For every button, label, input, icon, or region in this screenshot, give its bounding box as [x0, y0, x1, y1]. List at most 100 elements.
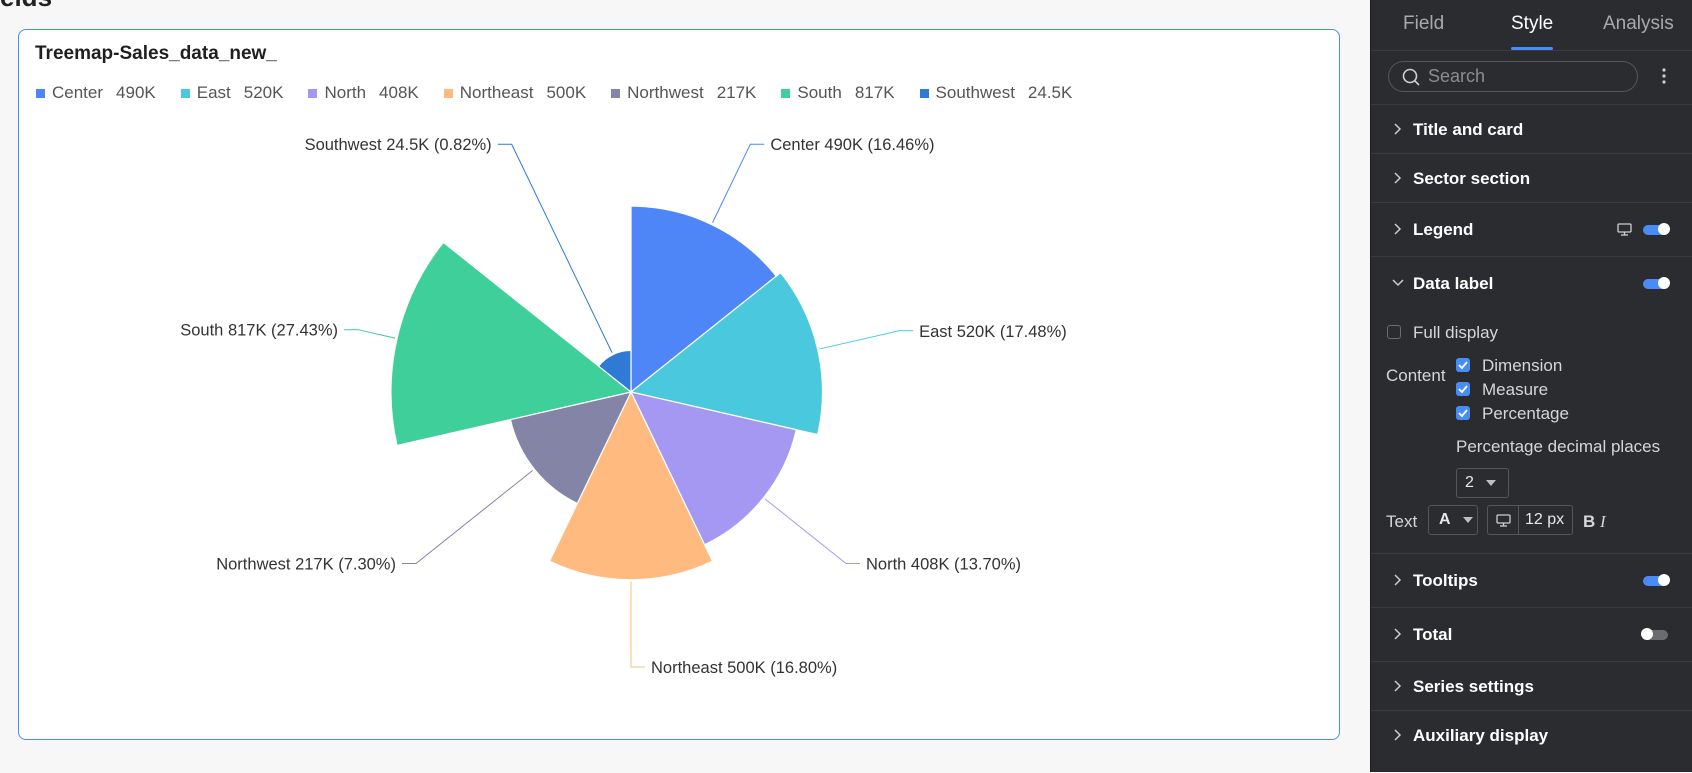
section-header-data-label[interactable]: Data label — [1371, 269, 1692, 299]
data-label-southwest: Southwest 24.5K (0.82%) — [305, 136, 492, 154]
legend-swatch — [180, 88, 190, 98]
checkmark-icon — [1458, 361, 1468, 370]
font-size-device[interactable] — [1488, 506, 1519, 534]
chevron-right-icon — [1394, 729, 1402, 741]
font-color-select[interactable]: A — [1428, 505, 1478, 535]
section-label: Auxiliary display — [1413, 726, 1549, 745]
section-header-title-and-card[interactable]: Title and card — [1371, 115, 1692, 145]
legend-toggle[interactable] — [1643, 223, 1670, 235]
data-label-toggle[interactable] — [1643, 277, 1670, 289]
italic-button[interactable]: I — [1600, 512, 1606, 531]
legend-value: 500K — [546, 83, 587, 102]
content-label: Content — [1386, 366, 1446, 385]
section-label: Sector section — [1413, 169, 1531, 188]
rose-slice-northeast[interactable] — [548, 390, 714, 581]
chevron-right-icon — [1394, 680, 1402, 692]
leader-line — [712, 143, 765, 223]
section-header-legend[interactable]: Legend — [1371, 215, 1692, 245]
legend-item-northeast[interactable]: Northeast 500K — [443, 83, 587, 103]
section-legend: Legend — [1371, 202, 1692, 257]
dimension-checkbox[interactable] — [1456, 358, 1470, 372]
leader-line — [764, 498, 861, 564]
rose-slice-northwest[interactable] — [509, 391, 633, 505]
legend-item-center[interactable]: Center 490K — [36, 83, 156, 103]
leader-line — [401, 469, 534, 564]
chevron-right-icon — [1394, 628, 1402, 640]
tab-field[interactable]: Field — [1403, 13, 1445, 34]
font-color-value: A — [1439, 511, 1451, 528]
legend-label: Northwest — [627, 83, 704, 102]
legend-item-south[interactable]: South 817K — [781, 83, 895, 103]
data-label-northeast: Northeast 500K (16.80%) — [651, 659, 837, 677]
data-label-northwest: Northwest 217K (7.30%) — [216, 555, 396, 573]
section-header-series-settings[interactable]: Series settings — [1371, 672, 1692, 702]
page-heading-fragment: elds — [0, 0, 52, 13]
section-label: Tooltips — [1413, 571, 1478, 590]
legend-item-east[interactable]: East 520K — [180, 83, 284, 103]
percentage-checkbox[interactable] — [1456, 406, 1470, 420]
data-label-east: East 520K (17.48%) — [919, 323, 1067, 341]
active-tab-indicator — [1511, 47, 1553, 50]
leader-line — [630, 581, 645, 668]
section-data-label: Data label Full display Content Dimensio… — [1371, 256, 1692, 554]
section-header-auxiliary-display[interactable]: Auxiliary display — [1371, 721, 1692, 751]
legend-item-northwest[interactable]: Northwest 217K — [611, 83, 756, 103]
full-display-checkbox[interactable] — [1387, 325, 1401, 339]
measure-checkbox[interactable] — [1456, 382, 1470, 396]
section-header-tooltips[interactable]: Tooltips — [1371, 566, 1692, 596]
section-title-and-card: Title and card — [1371, 104, 1692, 154]
legend-swatch — [781, 88, 791, 98]
legend-label: East — [196, 83, 231, 102]
section-label: Total — [1413, 625, 1453, 644]
legend-swatch — [443, 88, 453, 98]
bold-button[interactable]: B — [1583, 512, 1596, 531]
section-sector: Sector section — [1371, 153, 1692, 203]
legend-item-north[interactable]: North 408K — [308, 83, 419, 103]
search-icon — [1402, 68, 1420, 86]
font-size-input[interactable]: 12 px — [1487, 505, 1573, 535]
decimal-places-select[interactable]: 2 — [1456, 468, 1509, 498]
data-label-north: North 408K (13.70%) — [866, 555, 1021, 573]
tooltips-toggle[interactable] — [1643, 574, 1670, 586]
rose-slice-south[interactable] — [390, 241, 633, 447]
search-box[interactable] — [1388, 61, 1638, 92]
leader-line — [344, 329, 396, 339]
section-label: Data label — [1413, 274, 1494, 293]
tab-analysis[interactable]: Analysis — [1603, 13, 1674, 34]
chart-title: Treemap-Sales_data_new_ — [35, 43, 277, 64]
legend-label: Northeast — [459, 83, 534, 102]
font-size-value: 12 px — [1525, 511, 1565, 528]
total-toggle[interactable] — [1641, 628, 1668, 640]
chevron-right-icon — [1394, 574, 1402, 586]
legend-label: North — [324, 83, 367, 102]
legend-item-southwest[interactable]: Southwest 24.5K — [919, 83, 1072, 103]
decimal-places-value: 2 — [1465, 474, 1474, 491]
rose-chart: Center 490K (16.46%) East 520K (17.48%) No… — [180, 136, 1067, 677]
desktop-icon[interactable] — [1617, 223, 1632, 236]
section-header-total[interactable]: Total — [1371, 620, 1692, 650]
legend-value: 817K — [854, 83, 895, 102]
chevron-right-icon — [1394, 123, 1402, 135]
legend-value: 520K — [243, 83, 284, 102]
chevron-right-icon — [1394, 223, 1402, 235]
chart-card[interactable]: Center 490K (16.46%) East 520K (17.48%) No… — [18, 29, 1340, 740]
section-series-settings: Series settings — [1371, 661, 1692, 711]
rose-slice-southwest[interactable] — [597, 349, 632, 394]
section-header-sector[interactable]: Sector section — [1371, 164, 1692, 194]
rose-slice-east[interactable] — [629, 271, 824, 436]
more-options-icon[interactable] — [1657, 66, 1671, 86]
search-input[interactable] — [1426, 65, 1630, 88]
rose-slice-north[interactable] — [629, 391, 798, 546]
chart-legend: Center 490K East 520K North 408K Northeast 500K… — [36, 83, 1072, 103]
caret-down-icon — [1462, 517, 1473, 523]
legend-value: 490K — [116, 83, 156, 102]
style-panel: Field Style Analysis Title and card Sect… — [1370, 0, 1692, 772]
section-label: Series settings — [1413, 677, 1534, 696]
tab-style[interactable]: Style — [1511, 13, 1554, 34]
leader-line — [497, 143, 613, 353]
legend-label: South — [797, 83, 842, 102]
section-auxiliary-display: Auxiliary display — [1371, 710, 1692, 773]
rose-slice-center[interactable] — [630, 205, 778, 394]
chevron-down-icon — [1392, 279, 1404, 287]
checkmark-icon — [1458, 409, 1468, 418]
